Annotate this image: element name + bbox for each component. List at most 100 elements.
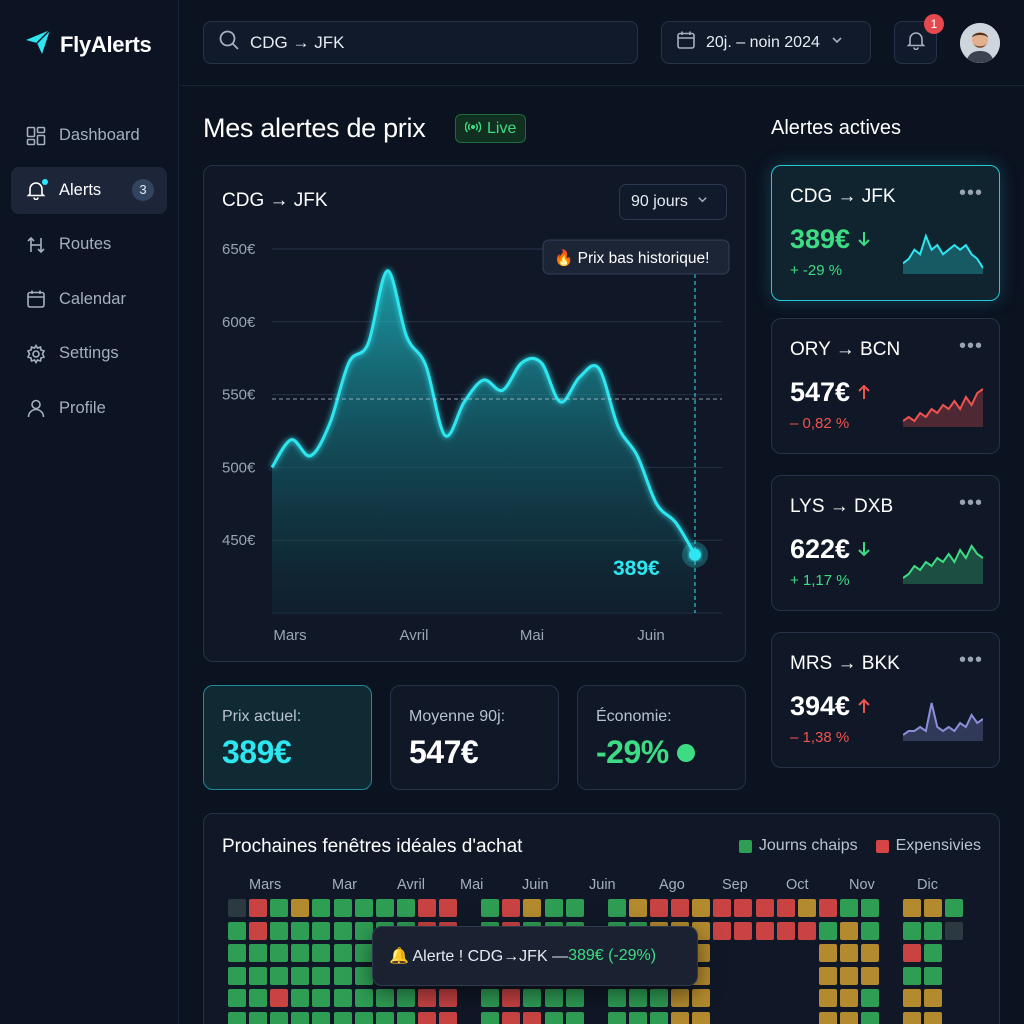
calendar-day-cell[interactable]: [818, 966, 837, 985]
calendar-day-cell[interactable]: [228, 921, 246, 940]
calendar-day-cell[interactable]: [291, 944, 310, 962]
calendar-day-cell[interactable]: [270, 899, 289, 917]
calendar-day-cell[interactable]: [903, 1011, 922, 1024]
alert-card-mrsbkk[interactable]: MRS → BKK ••• 394€ – 1,38 %: [771, 632, 1000, 768]
calendar-day-cell[interactable]: [333, 944, 352, 962]
calendar-day-cell[interactable]: [375, 989, 394, 1007]
calendar-day-cell[interactable]: [270, 966, 289, 985]
calendar-day-cell[interactable]: [354, 966, 373, 985]
notifications-button[interactable]: 1: [894, 14, 944, 64]
calendar-day-cell[interactable]: [270, 1011, 289, 1024]
calendar-day-cell[interactable]: [924, 899, 943, 917]
calendar-day-cell[interactable]: [755, 921, 774, 940]
calendar-day-cell[interactable]: [291, 989, 310, 1007]
calendar-day-cell[interactable]: [312, 989, 331, 1007]
more-options-icon[interactable]: •••: [958, 649, 983, 671]
calendar-day-cell[interactable]: [776, 921, 795, 940]
calendar-day-cell[interactable]: [375, 899, 394, 917]
calendar-day-cell[interactable]: [818, 989, 837, 1007]
calendar-day-cell[interactable]: [417, 1011, 436, 1024]
calendar-day-cell[interactable]: [861, 944, 879, 962]
app-logo[interactable]: FlyAlerts: [24, 28, 152, 61]
sidebar-item-alerts[interactable]: Alerts 3: [11, 166, 167, 214]
calendar-day-cell[interactable]: [797, 921, 816, 940]
calendar-day-cell[interactable]: [523, 899, 542, 917]
calendar-day-cell[interactable]: [839, 1011, 858, 1024]
calendar-day-cell[interactable]: [291, 921, 310, 940]
calendar-day-cell[interactable]: [333, 1011, 352, 1024]
range-select[interactable]: 90 jours: [619, 184, 727, 220]
calendar-day-cell[interactable]: [903, 921, 922, 940]
calendar-day-cell[interactable]: [270, 921, 289, 940]
calendar-day-cell[interactable]: [228, 899, 246, 917]
calendar-day-cell[interactable]: [502, 899, 521, 917]
alert-card-cdgjfk[interactable]: CDG → JFK ••• 389€ + -29 %: [771, 165, 1000, 301]
calendar-day-cell[interactable]: [354, 921, 373, 940]
calendar-day-cell[interactable]: [713, 899, 732, 917]
avatar[interactable]: [960, 23, 1000, 63]
calendar-day-cell[interactable]: [333, 989, 352, 1007]
calendar-day-cell[interactable]: [903, 944, 922, 962]
alert-toast[interactable]: 🔔 Alerte ! CDG→JFK — 389€ (-29%): [372, 926, 698, 986]
calendar-day-cell[interactable]: [692, 1011, 711, 1024]
more-options-icon[interactable]: •••: [958, 335, 983, 357]
calendar-day-cell[interactable]: [228, 989, 246, 1007]
calendar-day-cell[interactable]: [354, 899, 373, 917]
calendar-day-cell[interactable]: [249, 944, 268, 962]
calendar-day-cell[interactable]: [544, 1011, 563, 1024]
calendar-day-cell[interactable]: [903, 899, 922, 917]
calendar-day-cell[interactable]: [650, 989, 668, 1007]
calendar-day-cell[interactable]: [924, 989, 943, 1007]
calendar-day-cell[interactable]: [565, 989, 584, 1007]
calendar-day-cell[interactable]: [333, 899, 352, 917]
calendar-day-cell[interactable]: [692, 989, 711, 1007]
calendar-day-cell[interactable]: [924, 1011, 943, 1024]
search-input[interactable]: [250, 32, 610, 53]
calendar-day-cell[interactable]: [249, 1011, 268, 1024]
calendar-day-cell[interactable]: [650, 899, 668, 917]
more-options-icon[interactable]: •••: [958, 182, 983, 204]
calendar-day-cell[interactable]: [945, 899, 964, 917]
calendar-day-cell[interactable]: [354, 1011, 373, 1024]
calendar-day-cell[interactable]: [375, 1011, 394, 1024]
calendar-day-cell[interactable]: [249, 989, 268, 1007]
calendar-day-cell[interactable]: [607, 899, 626, 917]
calendar-day-cell[interactable]: [417, 899, 436, 917]
calendar-day-cell[interactable]: [861, 899, 879, 917]
calendar-day-cell[interactable]: [312, 899, 331, 917]
sidebar-item-settings[interactable]: Settings: [11, 330, 167, 377]
calendar-day-cell[interactable]: [607, 1011, 626, 1024]
calendar-day-cell[interactable]: [270, 944, 289, 962]
calendar-day-cell[interactable]: [565, 1011, 584, 1024]
calendar-day-cell[interactable]: [924, 944, 943, 962]
calendar-day-cell[interactable]: [523, 1011, 542, 1024]
search-bar[interactable]: [203, 21, 638, 64]
calendar-day-cell[interactable]: [417, 989, 436, 1007]
calendar-day-cell[interactable]: [333, 966, 352, 985]
price-chart[interactable]: 650€ 600€ 550€ 500€ 450€ Mars Avril Mai Juin 389…: [204, 166, 747, 663]
calendar-day-cell[interactable]: [249, 966, 268, 985]
calendar-day-cell[interactable]: [544, 989, 563, 1007]
calendar-day-cell[interactable]: [776, 899, 795, 917]
alert-card-lysdxb[interactable]: LYS → DXB ••• 622€ + 1,17 %: [771, 475, 1000, 611]
date-range-picker[interactable]: 20j. – noin 2024: [661, 21, 871, 64]
sidebar-item-profile[interactable]: Profile: [11, 385, 167, 432]
calendar-day-cell[interactable]: [839, 899, 858, 917]
more-options-icon[interactable]: •••: [958, 492, 983, 514]
calendar-day-cell[interactable]: [734, 921, 753, 940]
calendar-day-cell[interactable]: [291, 1011, 310, 1024]
calendar-day-cell[interactable]: [523, 989, 542, 1007]
calendar-day-cell[interactable]: [354, 989, 373, 1007]
calendar-day-cell[interactable]: [903, 989, 922, 1007]
calendar-day-cell[interactable]: [903, 966, 922, 985]
alert-card-orybcn[interactable]: ORY → BCN ••• 547€ – 0,82 %: [771, 318, 1000, 454]
calendar-day-cell[interactable]: [481, 1011, 500, 1024]
calendar-day-cell[interactable]: [481, 899, 500, 917]
calendar-day-cell[interactable]: [249, 921, 268, 940]
calendar-day-cell[interactable]: [818, 899, 837, 917]
calendar-day-cell[interactable]: [481, 989, 500, 1007]
sidebar-item-dashboard[interactable]: Dashboard: [11, 112, 167, 159]
calendar-day-cell[interactable]: [291, 966, 310, 985]
sidebar-item-calendar[interactable]: Calendar: [11, 276, 167, 323]
calendar-day-cell[interactable]: [439, 899, 457, 917]
